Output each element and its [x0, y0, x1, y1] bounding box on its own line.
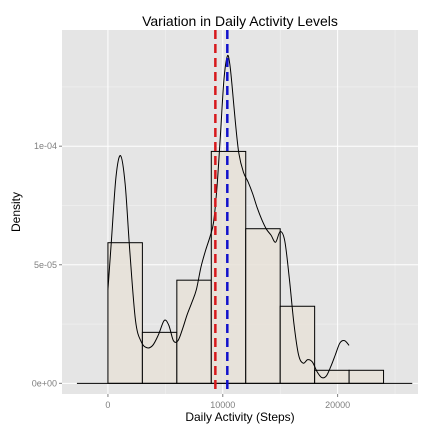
y-axis-label: Density: [9, 192, 23, 232]
histogram-bar: [315, 370, 349, 383]
histogram-bar: [108, 243, 142, 384]
x-tick-label: 20000: [325, 400, 350, 410]
histogram-bar: [280, 306, 314, 383]
x-tick-label: 0: [105, 400, 110, 410]
y-axis-ticks: 0e+00 5e-05 1e-04: [32, 141, 62, 388]
histogram-bar: [142, 332, 176, 383]
x-axis-label: Daily Activity (Steps): [185, 410, 294, 424]
y-tick-label: 1e-04: [34, 141, 57, 151]
histogram-bar: [246, 229, 280, 384]
y-tick-label: 0e+00: [32, 378, 57, 388]
chart-title: Variation in Daily Activity Levels: [142, 13, 338, 29]
histogram-bar: [349, 370, 383, 383]
y-tick-label: 5e-05: [34, 260, 57, 270]
x-axis-ticks: 0 10000 20000: [105, 394, 350, 410]
x-tick-label: 10000: [210, 400, 235, 410]
